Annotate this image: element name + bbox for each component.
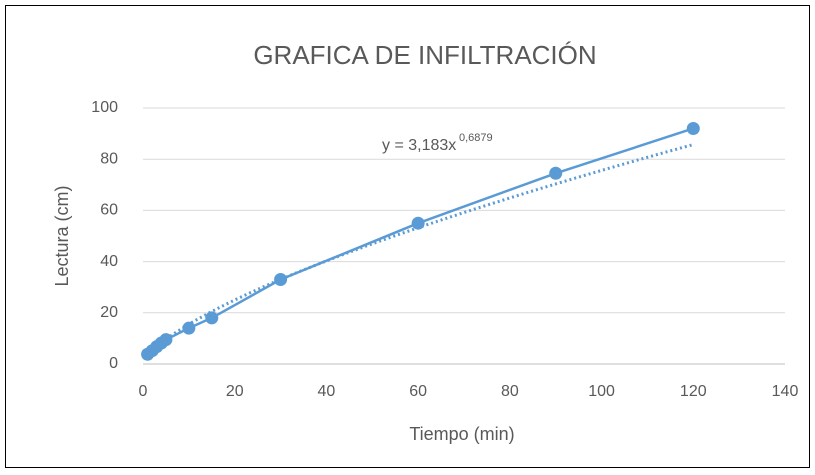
data-point	[159, 333, 173, 347]
y-axis-title: Lectura (cm)	[52, 185, 72, 286]
data-point	[411, 216, 425, 230]
y-tick-label: 100	[91, 99, 118, 116]
data-point	[549, 166, 563, 180]
y-tick-label: 80	[100, 150, 118, 167]
y-tick-label: 20	[100, 304, 118, 321]
trend-exponent: 0,6879	[459, 132, 493, 144]
trend-equation: y = 3,183x	[382, 137, 456, 154]
x-tick-label: 0	[139, 383, 148, 400]
data-point	[205, 311, 219, 325]
x-tick-label: 120	[680, 383, 707, 400]
chart-border	[5, 5, 810, 468]
data-point	[274, 273, 288, 287]
x-tick-label: 40	[318, 383, 336, 400]
y-tick-label: 40	[100, 253, 118, 270]
y-tick-label: 60	[100, 202, 118, 219]
x-tick-label: 80	[501, 383, 519, 400]
x-tick-label: 140	[772, 383, 799, 400]
x-tick-label: 100	[588, 383, 615, 400]
data-point	[182, 321, 196, 335]
x-tick-label: 20	[226, 383, 244, 400]
x-tick-label: 60	[409, 383, 427, 400]
x-axis-title: Tiempo (min)	[409, 424, 514, 444]
chart-title: GRAFICA DE INFILTRACIÓN	[253, 40, 596, 70]
y-tick-label: 0	[109, 355, 118, 372]
data-point	[686, 121, 700, 135]
